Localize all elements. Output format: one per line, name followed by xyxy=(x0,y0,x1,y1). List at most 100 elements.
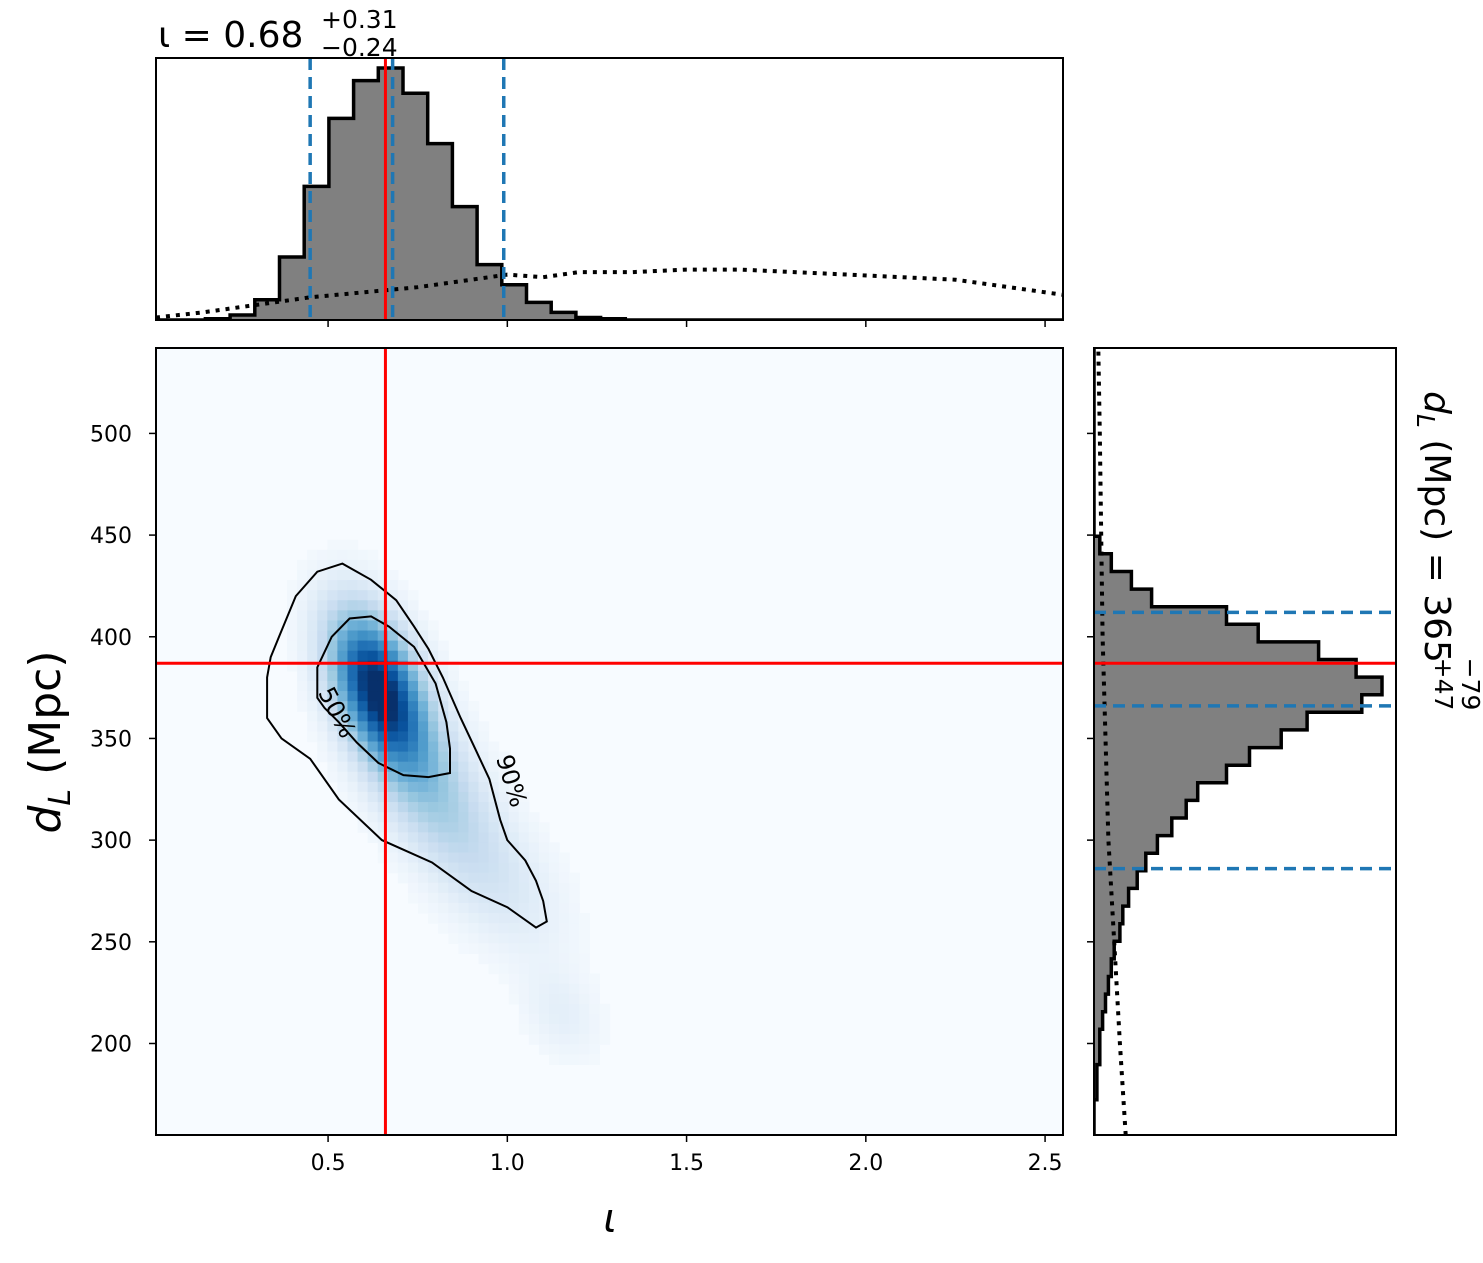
density-cell xyxy=(377,731,389,743)
density-cell xyxy=(559,1003,570,1015)
density-cell xyxy=(387,721,399,733)
density-cell xyxy=(528,812,540,823)
density-cell xyxy=(468,862,480,874)
density-cell xyxy=(307,731,318,743)
density-cell xyxy=(428,751,439,763)
density-cell xyxy=(508,852,520,864)
density-cell xyxy=(317,549,328,561)
density-cell xyxy=(337,580,349,591)
density-cell xyxy=(377,701,389,712)
density-cell xyxy=(387,701,399,712)
density-cell xyxy=(538,1044,550,1055)
density-cell xyxy=(317,559,328,571)
density-cell xyxy=(559,913,570,924)
density-cell xyxy=(377,771,389,783)
density-cell xyxy=(357,781,369,793)
density-cell xyxy=(508,771,520,783)
y-tick-label: 300 xyxy=(90,829,132,854)
density-cell xyxy=(498,812,510,823)
density-cell xyxy=(569,1013,580,1025)
density-cell xyxy=(579,923,590,934)
density-cell xyxy=(327,580,338,591)
density-cell xyxy=(488,892,500,904)
density-cell xyxy=(387,569,399,581)
density-cell xyxy=(287,630,298,642)
density-cell xyxy=(428,660,439,672)
density-cell xyxy=(579,953,590,965)
density-cell xyxy=(347,569,359,581)
density-cell xyxy=(327,620,338,632)
density-cell xyxy=(407,862,419,874)
density-cell xyxy=(518,892,530,904)
density-cell xyxy=(418,872,429,884)
density-cell xyxy=(407,852,419,864)
y-tick-label: 500 xyxy=(90,422,132,447)
density-cell xyxy=(458,812,470,823)
density-cell xyxy=(458,913,470,924)
density-cell xyxy=(297,691,308,702)
density-cell xyxy=(478,741,490,753)
density-cell xyxy=(337,610,349,622)
density-cell xyxy=(297,610,308,622)
density-cell xyxy=(528,832,540,843)
density-cell xyxy=(327,670,338,682)
x-tick-label: 0.5 xyxy=(311,1151,346,1176)
density-cell xyxy=(327,721,338,733)
density-cell xyxy=(438,660,449,672)
density-cell xyxy=(407,600,419,611)
density-cell xyxy=(407,802,419,813)
density-cell xyxy=(549,933,560,944)
density-cell xyxy=(538,963,550,975)
density-cell xyxy=(377,630,389,642)
density-cell xyxy=(438,812,449,823)
density-cell xyxy=(498,963,510,975)
density-cell xyxy=(538,822,550,833)
density-cell xyxy=(468,882,480,894)
density-cell xyxy=(407,872,419,884)
density-cell xyxy=(367,670,379,682)
density-cell xyxy=(367,549,379,561)
density-cell xyxy=(337,559,349,571)
density-cell xyxy=(357,701,369,712)
density-cell xyxy=(488,781,500,793)
density-cell xyxy=(367,721,379,733)
density-cell xyxy=(347,711,359,722)
density-cell xyxy=(508,882,520,894)
density-cell xyxy=(418,640,429,652)
density-cell xyxy=(468,771,480,783)
density-cell xyxy=(498,933,510,944)
density-cell xyxy=(407,670,419,682)
density-cell xyxy=(407,711,419,722)
density-cell xyxy=(458,691,470,702)
density-cell xyxy=(418,731,429,743)
density-cell xyxy=(407,650,419,662)
density-cell xyxy=(418,701,429,712)
density-cell xyxy=(438,650,449,662)
density-cell xyxy=(448,832,459,843)
density-cell xyxy=(287,660,298,672)
density-cell xyxy=(407,701,419,712)
density-cell xyxy=(347,781,359,793)
x-tick-label: 1.5 xyxy=(669,1151,704,1176)
density-cell xyxy=(478,892,490,904)
density-cell xyxy=(357,751,369,763)
density-cell xyxy=(518,802,530,813)
density-cell xyxy=(357,812,369,823)
density-cell xyxy=(407,660,419,672)
density-cell xyxy=(367,630,379,642)
density-cell xyxy=(347,610,359,622)
density-cell xyxy=(448,660,459,672)
density-cell xyxy=(538,842,550,854)
iota-title-plus: +0.31 xyxy=(321,5,398,34)
density-cell xyxy=(407,630,419,642)
density-cell xyxy=(498,852,510,864)
density-cell xyxy=(337,751,349,763)
density-cell xyxy=(458,902,470,914)
density-cell xyxy=(327,771,338,783)
density-cell xyxy=(498,913,510,924)
density-cell xyxy=(407,751,419,763)
density-cell xyxy=(549,943,560,954)
density-cell xyxy=(367,802,379,813)
iota-title-minus: −0.24 xyxy=(321,33,398,62)
density-cell xyxy=(407,892,419,904)
